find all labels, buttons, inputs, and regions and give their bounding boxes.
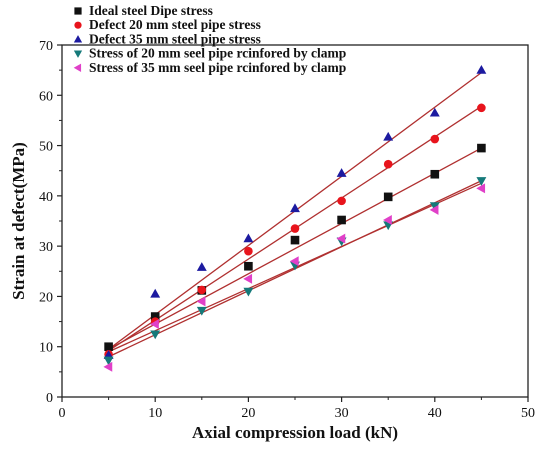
- legend-marker-5: [73, 63, 82, 72]
- data-point-series-3-9: [476, 64, 487, 74]
- data-point-series-5-7: [383, 215, 392, 225]
- data-point-series-4-2: [150, 330, 161, 340]
- y-tick-label-1: 10: [39, 341, 53, 356]
- axes: 0 10 20 30 40 50 0 10 20 30 40 50 60 70: [39, 39, 535, 421]
- data-point-series-5-6: [336, 233, 346, 244]
- legend-label-2: Defect 20 mm steel pipe stress: [89, 17, 261, 32]
- data-point-series-3-2: [150, 288, 161, 298]
- x-tick-label-0: 0: [59, 406, 66, 421]
- data-point-series-1-1: [104, 342, 113, 352]
- data-point-series-5-4: [243, 273, 253, 284]
- data-point-series-5-9: [476, 183, 486, 194]
- data-point-series-3-3: [196, 262, 207, 271]
- data-point-series-3-8: [429, 107, 440, 117]
- y-tick-label-5: 50: [39, 140, 53, 155]
- y-tick-label-0: 0: [46, 391, 53, 406]
- y-tick-label-7: 70: [39, 39, 53, 54]
- data-markers: [103, 64, 487, 372]
- plot-frame: [61, 44, 529, 398]
- data-point-series-4-4: [243, 287, 254, 297]
- data-point-series-5-1: [103, 361, 113, 372]
- fit-lines: [108, 72, 482, 358]
- data-point-series-1-7: [383, 192, 393, 202]
- legend-label-4: Stress of 20 mm seel pipe rcinfored by c…: [89, 46, 346, 61]
- data-point-series-1-9: [477, 143, 486, 153]
- y-axis-title: Strain at defect(MPa): [9, 142, 28, 300]
- x-tick-label-2: 20: [241, 406, 255, 421]
- legend-marker-1: [74, 7, 82, 15]
- legend-label-3: Defect 35 mm steel pipe stress: [89, 31, 261, 46]
- data-point-series-2-6: [337, 196, 346, 206]
- legend-marker-4: [73, 50, 83, 58]
- data-point-series-2-5: [290, 224, 300, 233]
- data-point-series-5-2: [150, 319, 159, 330]
- data-point-series-5-5: [289, 256, 299, 267]
- y-tick-label-6: 60: [39, 89, 53, 104]
- y-tick-label-2: 20: [39, 290, 53, 305]
- data-point-series-3-6: [336, 168, 347, 177]
- legend-marker-2: [74, 21, 82, 29]
- x-tick-label-4: 40: [428, 406, 442, 421]
- y-tick-label-4: 40: [39, 190, 53, 205]
- data-point-series-1-2: [150, 312, 160, 321]
- data-point-series-4-1: [103, 356, 114, 366]
- data-point-series-1-4: [244, 261, 253, 271]
- x-tick-label-1: 10: [148, 406, 162, 421]
- data-point-series-1-5: [290, 235, 300, 245]
- x-axis-title: Axial compression load (kN): [192, 423, 398, 442]
- legend-label-5: Stress of 35 mm seel pipe rcinfored by c…: [89, 60, 346, 75]
- data-point-series-4-9: [476, 177, 487, 186]
- data-point-series-3-5: [290, 203, 300, 213]
- data-point-series-2-3: [197, 285, 207, 295]
- legend-marker-3: [73, 35, 83, 43]
- data-point-series-1-8: [430, 169, 440, 179]
- data-point-series-4-8: [429, 202, 440, 212]
- data-point-series-2-7: [383, 159, 393, 169]
- x-tick-label-5: 50: [521, 406, 535, 421]
- data-point-series-3-4: [243, 233, 254, 243]
- data-point-series-5-3: [196, 296, 206, 307]
- data-point-series-4-3: [196, 306, 207, 316]
- data-point-series-3-7: [383, 131, 394, 141]
- data-point-series-5-8: [429, 204, 439, 215]
- y-tick-label-3: 30: [39, 240, 53, 255]
- data-point-series-2-4: [244, 246, 253, 256]
- fit-line-series-1: [108, 147, 482, 350]
- data-point-series-2-9: [477, 103, 486, 113]
- data-point-series-1-6: [337, 215, 346, 225]
- legend-label-1: Ideal steel Dipe stress: [89, 3, 213, 18]
- x-tick-label-3: 30: [335, 406, 349, 421]
- data-point-series-2-8: [430, 134, 440, 144]
